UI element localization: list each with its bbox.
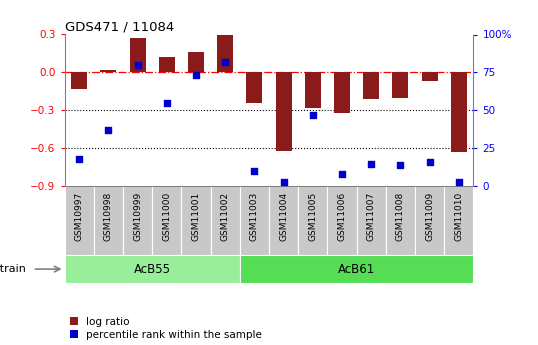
FancyBboxPatch shape [65,255,240,283]
FancyBboxPatch shape [298,186,328,255]
FancyBboxPatch shape [240,186,269,255]
Text: GSM10997: GSM10997 [75,192,84,241]
Point [250,168,259,174]
Point [426,159,434,165]
Bar [451,72,467,152]
Text: GDS471 / 11084: GDS471 / 11084 [65,20,174,33]
Text: GSM10999: GSM10999 [133,192,142,241]
Text: AcB61: AcB61 [338,263,375,276]
Point [367,161,376,166]
Bar [71,72,87,89]
FancyBboxPatch shape [123,186,152,255]
FancyBboxPatch shape [210,186,240,255]
Bar [217,34,233,72]
Text: GSM11003: GSM11003 [250,192,259,241]
Text: GSM11009: GSM11009 [425,192,434,241]
Bar [363,72,379,99]
FancyBboxPatch shape [65,186,94,255]
FancyBboxPatch shape [357,186,386,255]
Bar [159,57,175,72]
FancyBboxPatch shape [181,186,210,255]
Bar [422,72,437,81]
Point [338,171,346,177]
Text: GSM11002: GSM11002 [221,192,230,241]
Bar [188,52,204,72]
Point [104,127,112,133]
Bar [275,72,292,151]
Point [221,59,230,65]
Point [133,62,142,68]
Bar [334,72,350,113]
Bar [130,38,146,72]
Bar [100,70,116,72]
Point [192,73,200,78]
Text: GSM11004: GSM11004 [279,192,288,241]
Text: GSM11001: GSM11001 [192,192,201,241]
Text: GSM11006: GSM11006 [337,192,346,241]
FancyBboxPatch shape [328,186,357,255]
FancyBboxPatch shape [94,186,123,255]
FancyBboxPatch shape [444,186,473,255]
Legend: log ratio, percentile rank within the sample: log ratio, percentile rank within the sa… [70,317,263,340]
Text: GSM11005: GSM11005 [308,192,317,241]
Point [279,179,288,185]
FancyBboxPatch shape [240,255,473,283]
Text: GSM11007: GSM11007 [367,192,376,241]
FancyBboxPatch shape [152,186,181,255]
Text: strain: strain [0,264,26,274]
Bar [246,72,263,103]
Text: GSM11008: GSM11008 [396,192,405,241]
Point [396,162,405,168]
FancyBboxPatch shape [415,186,444,255]
Point [455,179,463,185]
Text: GSM11010: GSM11010 [454,192,463,241]
FancyBboxPatch shape [386,186,415,255]
Point [75,156,83,162]
Bar [305,72,321,108]
Bar [392,72,408,98]
Text: GSM11000: GSM11000 [162,192,171,241]
Point [162,100,171,106]
Text: AcB55: AcB55 [133,263,171,276]
Text: GSM10998: GSM10998 [104,192,113,241]
Point [308,112,317,118]
FancyBboxPatch shape [269,186,298,255]
